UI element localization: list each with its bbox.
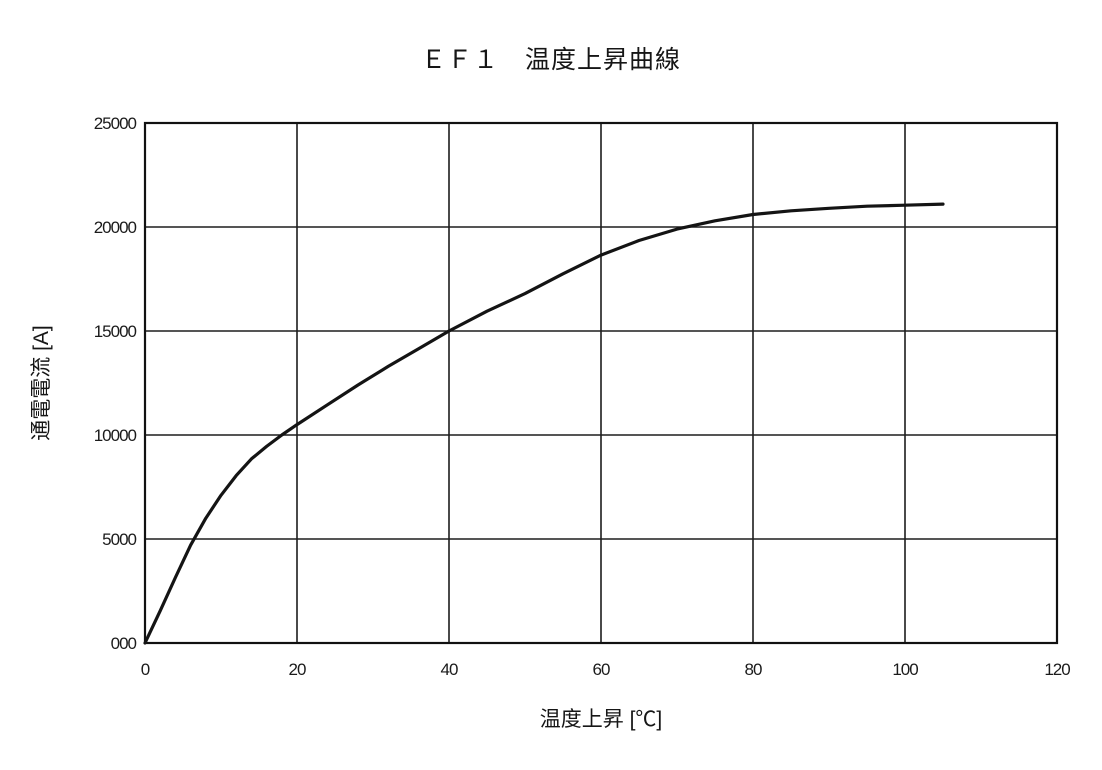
- y-tick-label: 000: [111, 634, 137, 653]
- y-tick-label: 15000: [94, 322, 137, 341]
- plot-border: [143, 121, 1059, 645]
- x-tick-label: 0: [141, 660, 150, 679]
- y-tick-label: 5000: [102, 530, 136, 549]
- y-tick-label: 20000: [94, 218, 137, 237]
- y-tick-label: 25000: [94, 114, 137, 133]
- x-tick-label: 40: [441, 660, 458, 679]
- x-axis-title: 温度上昇 [℃]: [539, 708, 663, 731]
- y-tick-label: 10000: [94, 426, 137, 445]
- x-tick-label: 80: [745, 660, 762, 679]
- x-tick-label: 20: [289, 660, 306, 679]
- y-axis-title: 通電電流 [A]: [30, 325, 53, 441]
- x-tick-label: 60: [593, 660, 610, 679]
- chart-title: ＥＦ１ 温度上昇曲線: [420, 46, 681, 74]
- data-curve: [143, 202, 945, 645]
- x-tick-label: 100: [892, 660, 918, 679]
- x-tick-label: 120: [1044, 660, 1070, 679]
